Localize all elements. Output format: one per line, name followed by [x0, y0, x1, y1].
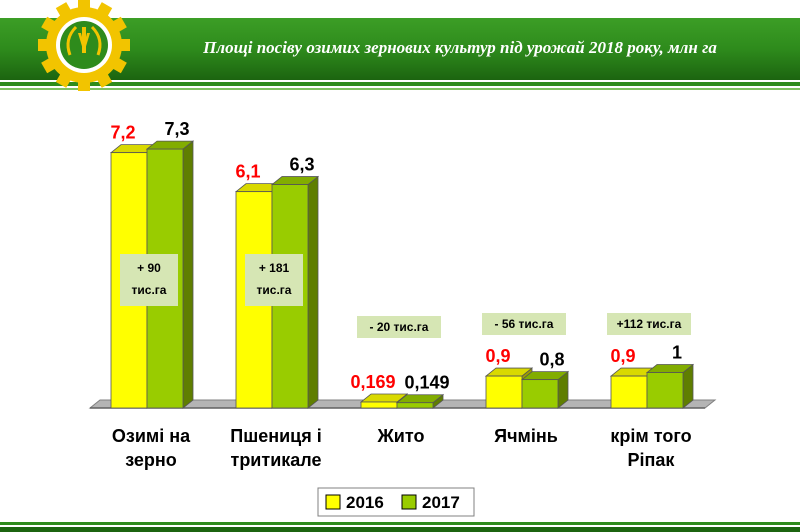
- category-labels: Озимі на зерно Пшениця і тритикале Жито Ячмін…: [112, 426, 692, 470]
- annotation-2: - 20 тис.га: [357, 316, 441, 338]
- value-label-2017-4: 1: [672, 343, 682, 363]
- value-label-2017-0: 7,3: [164, 119, 189, 139]
- category-label-0-0: Озимі на: [112, 426, 191, 446]
- value-label-2017-3: 0,8: [539, 350, 564, 370]
- category-label-0-1: зерно: [125, 450, 177, 470]
- annotation-1: + 181 тис.га: [245, 254, 303, 306]
- header-banner: [0, 0, 800, 91]
- legend-label-2016: 2016: [346, 493, 384, 512]
- annotation-text-3-0: - 56 тис.га: [495, 317, 554, 331]
- category-label-2-0: Жито: [377, 426, 425, 446]
- legend: 2016 2017: [317, 487, 475, 517]
- bar-front-2017-2: [396, 402, 434, 409]
- annotation-3: - 56 тис.га: [482, 313, 566, 335]
- category-label-1-1: тритикале: [231, 450, 322, 470]
- slide-header: Площі посіву озимих зернових культур під…: [0, 0, 800, 102]
- bar-2017-4: [645, 363, 695, 409]
- legend-swatch-2016: [325, 494, 341, 510]
- bar-front-2016-4: [610, 375, 648, 409]
- value-label-2016-1: 6,1: [235, 162, 260, 182]
- value-label-2016-0: 7,2: [110, 123, 135, 143]
- bars-group: [109, 140, 695, 409]
- category-label-1-0: Пшениця і: [230, 426, 321, 446]
- footer-stripe: [0, 522, 800, 532]
- annotation-text-0-1: тис.га: [132, 283, 167, 297]
- legend-box: [317, 487, 475, 517]
- annotation-text-2-0: - 20 тис.га: [370, 320, 429, 334]
- value-label-2016-4: 0,9: [610, 346, 635, 366]
- annotation-text-0-0: + 90: [137, 261, 161, 275]
- annotation-box-0: [120, 254, 178, 306]
- annotation-text-1-0: + 181: [259, 261, 290, 275]
- category-label-3-0: Ячмінь: [494, 426, 558, 446]
- annotation-4: +112 тис.га: [607, 313, 691, 335]
- annotation-box-4: [607, 313, 691, 335]
- value-label-2017-2: 0,149: [404, 373, 449, 393]
- annotation-box-2: [357, 316, 441, 338]
- bar-2017-2: [395, 393, 445, 409]
- value-label-2016-3: 0,9: [485, 346, 510, 366]
- bar-side-2017-0: [182, 140, 194, 409]
- category-label-4-1: Ріпак: [628, 450, 676, 470]
- annotation-box-3: [482, 313, 566, 335]
- value-labels: 7,2 7,3 6,1 6,3 0,169 0,149 0,9 0,8 0,9 1: [110, 119, 682, 393]
- bar-2017-3: [520, 370, 570, 409]
- bar-side-2017-1: [307, 175, 319, 409]
- bar-front-2016-3: [485, 375, 523, 409]
- emblem-gear-icon: [38, 0, 130, 91]
- value-label-2016-2: 0,169: [350, 372, 395, 392]
- legend-label-2017: 2017: [422, 493, 460, 512]
- category-label-4-0: крім того: [610, 426, 691, 446]
- annotation-0: + 90 тис.га: [120, 254, 178, 306]
- bar-front-2016-2: [360, 401, 398, 409]
- annotation-box-1: [245, 254, 303, 306]
- chart-title: Площі посіву озимих зернових культур під…: [203, 38, 717, 57]
- difference-annotations: + 90 тис.га + 181 тис.га - 20 тис.га - 56 тис…: [120, 254, 691, 338]
- bar-front-2017-4: [646, 372, 684, 409]
- legend-swatch-2017: [401, 494, 417, 510]
- annotation-text-4-0: +112 тис.га: [617, 317, 682, 331]
- bar-front-2017-3: [521, 379, 559, 409]
- value-label-2017-1: 6,3: [289, 155, 314, 175]
- annotation-text-1-1: тис.га: [257, 283, 292, 297]
- header-bar: [0, 18, 800, 80]
- bar-chart: 7,2 7,3 6,1 6,3 0,169 0,149 0,9 0,8 0,9 1 + 90 тис…: [88, 119, 717, 517]
